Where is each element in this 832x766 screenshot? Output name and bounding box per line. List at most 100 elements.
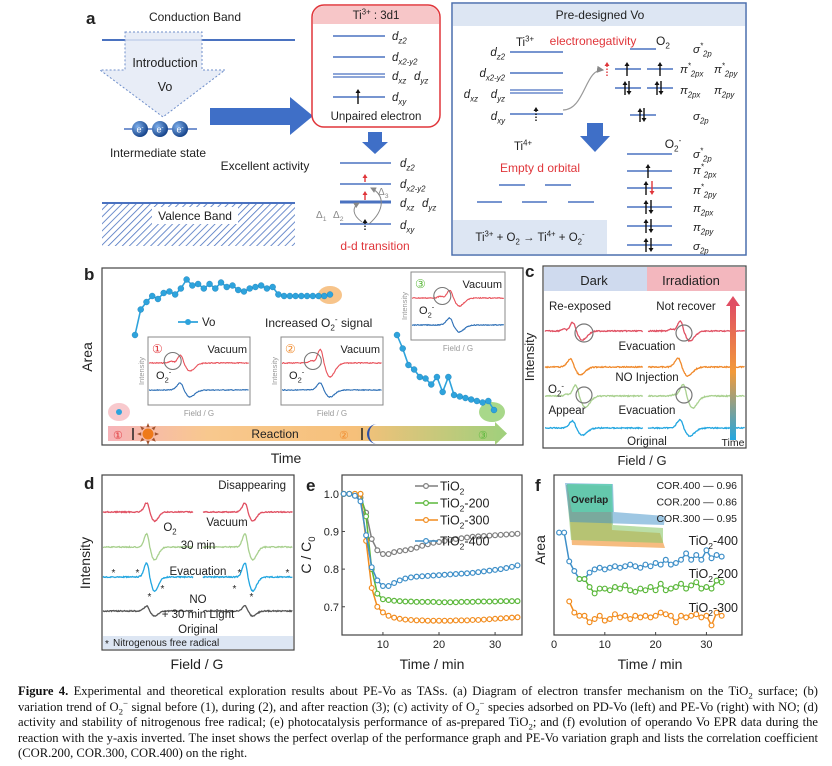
data-point [713, 577, 720, 584]
data-point [368, 564, 375, 571]
data-point [464, 570, 471, 577]
correlation-coefficient: COR.200 — 0.86 [656, 497, 737, 509]
data-point [678, 556, 685, 563]
dark-header [544, 267, 647, 291]
data-point [667, 585, 674, 592]
correlation-coefficient: COR.400 — 0.96 [656, 480, 737, 492]
vo-data-point [257, 282, 265, 289]
y-tick-label: 0.7 [324, 602, 339, 614]
data-point [508, 598, 515, 605]
legend-marker [423, 516, 430, 523]
predesigned-vo-box: Pre-designed Vo Ti3+ + O2 → Ti4+ + O2-​ [451, 2, 747, 256]
orbital-label-dx2y2: dx2-y2​ [392, 52, 418, 66]
ti3-label: Ti3+​ [516, 34, 535, 49]
no-injection-label: NO Injection [615, 372, 678, 384]
vo-label: Vo [158, 80, 173, 94]
panel-d-xlabel: Field / G [171, 656, 224, 672]
electrons: e-​ e-​ e-​ [132, 121, 188, 137]
data-point [424, 598, 431, 605]
inset-vacuum-label: Vacuum [462, 279, 502, 291]
orbital-label-dz2: dz2​ [490, 47, 505, 61]
increased-o2-signal-label: Increased O2- signal [265, 315, 372, 332]
star-marker: * [105, 639, 109, 650]
data-point [617, 585, 624, 592]
no-label: NO [189, 594, 206, 606]
appear-label: Appear [548, 405, 585, 417]
nitrogenous-radical-star: * [233, 584, 237, 595]
data-point [379, 551, 386, 558]
conduction-band-label: Conduction Band [149, 10, 241, 24]
ti3-orbital-levels: dz2​ dx2-y2​ dxz​ dyz​ dxy​ [333, 31, 428, 106]
vo-data-point [321, 292, 328, 300]
data-point [447, 617, 454, 624]
data-point [683, 614, 690, 621]
orbital-label-pi-x: π2px​ [680, 85, 701, 99]
panel-e-frame [341, 474, 523, 636]
spin-arrow-icon [362, 219, 368, 230]
data-point [657, 580, 664, 587]
valence-band-label-bg [152, 207, 238, 224]
data-point [469, 616, 476, 623]
inset-blue-epr-curve [412, 316, 505, 333]
data-point [678, 612, 685, 619]
o2-minus-orbital-label: π2py​ [693, 222, 714, 236]
electron-icon: e-​ [152, 121, 168, 137]
dd-transition-levels: dz2​ dx2-y2​ dxz​ dyz​ dxy​ Δ1​ Δ2​ Δ3​ [316, 158, 436, 234]
data-point [452, 535, 459, 542]
data-point [363, 513, 370, 520]
orbital-label-sigma-star: σ*2p​ [693, 41, 712, 58]
data-point [396, 548, 403, 555]
panel-f-ylabel: Area [532, 535, 548, 565]
inset-ylabel: Intensity [270, 357, 279, 385]
orbital-label-pi-star-y: π*2py​ [714, 61, 738, 78]
data-point [632, 563, 639, 570]
data-point [475, 569, 482, 576]
down-arrow-icon [362, 132, 388, 154]
o2-highlight-circle [303, 351, 322, 371]
delta-3-label: Δ3​ [378, 187, 389, 200]
vo-data-point [200, 285, 208, 292]
data-point [514, 614, 521, 621]
transfer-arrow-icon [210, 97, 313, 135]
x-tick-label: 10 [377, 639, 389, 651]
nitrogenous-radical-star: * [250, 592, 254, 603]
vo-data-point [223, 283, 230, 291]
o2-label: O2​ [656, 34, 670, 51]
panel-label-a: a [86, 9, 96, 28]
data-point [672, 583, 679, 590]
x-tick-label: 20 [649, 639, 661, 651]
o2-minus-label: O2-​ [665, 136, 682, 153]
data-point [475, 616, 482, 623]
data-point [693, 551, 700, 558]
data-point [606, 587, 613, 594]
vo-data-point [229, 282, 236, 289]
data-point [351, 492, 358, 499]
vo-data-point [137, 306, 144, 313]
spin-arrow-icon [648, 219, 654, 233]
spin-arrow-icon [657, 62, 663, 76]
data-point [591, 566, 598, 573]
original-label-c: Original [627, 436, 667, 448]
inset-number: ③ [415, 277, 426, 291]
vo-data-point [298, 292, 305, 300]
sun-icon [137, 423, 159, 445]
vo-data-point [189, 282, 196, 289]
data-point [458, 570, 465, 577]
caption-text: surface; (b) variation trend of O [18, 684, 818, 714]
figure-panels: a Conduction Band Introduction Vo e-​e-​… [77, 2, 747, 672]
panel-d-epr-curves: * *** **** [102, 502, 293, 618]
orbital-label-dyz: dyz​ [491, 89, 505, 103]
irradiation-epr-curve [647, 418, 745, 438]
irradiation-epr-curve [647, 357, 745, 378]
panel-b: b Area Time Vo Increased O2- signal ① Vac… [79, 265, 524, 466]
data-point [718, 579, 725, 586]
data-point [497, 566, 504, 573]
data-point [503, 564, 510, 571]
data-point [407, 546, 414, 553]
epr-curve-right [202, 562, 293, 593]
data-point [363, 532, 370, 539]
data-point [452, 599, 459, 606]
orbital-label-pi-y: π2py​ [714, 85, 735, 99]
nitrogenous-radical-star: * [161, 584, 165, 595]
